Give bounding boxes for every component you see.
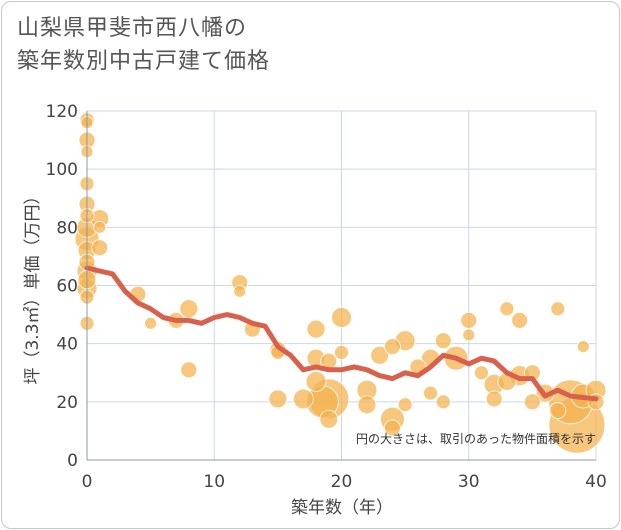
data-bubble — [485, 390, 503, 408]
chart-title-line2: 築年数別中古戸建て価格 — [17, 49, 271, 74]
average-price-line — [84, 265, 599, 402]
data-bubble — [423, 385, 438, 401]
data-bubble — [319, 409, 339, 429]
data-bubble — [306, 319, 326, 339]
x-tick-label: 10 — [203, 472, 225, 492]
data-bubble — [268, 389, 288, 409]
data-bubble — [462, 328, 476, 342]
chart-title-line1: 山梨県甲斐市西八幡の — [17, 16, 248, 41]
data-bubble — [460, 311, 478, 329]
data-bubble — [179, 299, 199, 319]
data-bubble — [435, 394, 451, 410]
y-tick-label: 80 — [56, 218, 78, 238]
data-bubble — [499, 301, 515, 317]
data-bubble — [233, 284, 247, 298]
data-bubble — [357, 395, 377, 415]
data-bubble — [144, 316, 158, 330]
data-bubble — [523, 393, 541, 411]
y-tick-label: 20 — [56, 393, 78, 413]
data-bubble — [91, 239, 109, 257]
y-tick-label: 40 — [56, 335, 78, 355]
data-bubble — [383, 338, 401, 355]
chart-axes — [86, 111, 596, 461]
data-bubble — [397, 397, 413, 413]
y-tick-label: 60 — [56, 277, 78, 297]
tick-labels: 0 20 40 60 80 100 120 0 10 20 30 40 — [46, 102, 607, 492]
x-tick-label: 20 — [331, 472, 353, 492]
data-bubble — [93, 220, 107, 234]
data-bubble — [292, 388, 314, 410]
data-bubble — [180, 361, 198, 379]
data-bubble — [305, 371, 327, 392]
chart-title: 山梨県甲斐市西八幡の 築年数別中古戸建て価格 — [17, 12, 270, 78]
bubble-size-note: 円の大きさは、取引のあった物件面積を示す — [356, 431, 596, 446]
x-tick-label: 40 — [585, 472, 607, 492]
data-bubble — [334, 344, 349, 360]
data-bubble — [549, 402, 567, 419]
data-bubble — [474, 365, 489, 381]
x-tick-label: 0 — [82, 472, 93, 492]
y-axis-label: 坪（3.3㎡）単価（万円） — [23, 187, 43, 384]
data-bubble — [576, 340, 590, 353]
data-bubble — [331, 307, 352, 328]
x-axis-label: 築年数（年） — [291, 498, 393, 518]
y-tick-label: 0 — [67, 451, 78, 471]
x-tick-label: 30 — [458, 472, 480, 492]
y-tick-label: 100 — [46, 160, 78, 180]
data-bubble — [434, 332, 452, 350]
y-tick-label: 120 — [46, 102, 78, 122]
data-bubble — [511, 311, 529, 329]
data-bubble — [370, 345, 390, 365]
data-bubble — [550, 301, 566, 317]
data-bubble — [383, 419, 401, 437]
